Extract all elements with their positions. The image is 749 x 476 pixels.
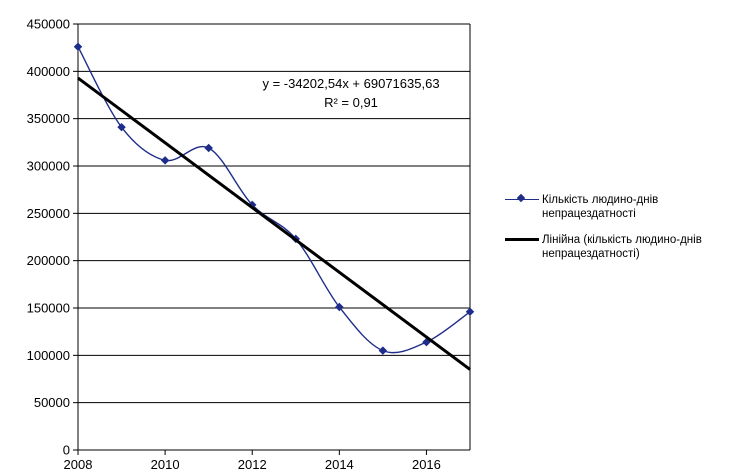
y-axis-tick-labels: 0 50000 100000 150000 200000 250000 300000 3500… (27, 17, 70, 458)
series-line (77, 46, 471, 354)
legend-item-series: Кількість людино-днів непрацездатності (505, 193, 749, 221)
y-tick-label: 250000 (27, 206, 70, 221)
legend: Кількість людино-днів непрацездатності Л… (505, 193, 749, 273)
y-tick-label: 300000 (27, 159, 70, 174)
y-tick-label: 100000 (27, 348, 70, 363)
y-tick-label: 0 (63, 443, 70, 458)
x-tick-label: 2012 (238, 457, 267, 472)
y-tick-label: 150000 (27, 301, 70, 316)
x-axis-tick-labels: 2008 2010 2012 2014 2016 (64, 457, 441, 472)
legend-label-trendline: Лінійна (кількість людино-днів непрацезд… (542, 234, 702, 260)
y-tick-label: 200000 (27, 253, 70, 268)
data-point-marker (160, 156, 170, 165)
data-point-marker (117, 122, 126, 132)
x-tick-label: 2010 (151, 457, 180, 472)
data-point-marker (335, 302, 344, 312)
y-tick-label: 350000 (27, 111, 70, 126)
x-tick-label: 2008 (64, 457, 93, 472)
data-point-marker (73, 42, 83, 51)
data-point-marker (378, 346, 388, 355)
x-tick-label: 2016 (412, 457, 441, 472)
trendline-layer (77, 76, 471, 371)
data-point-marker (204, 143, 213, 153)
equation-label: y = -34202,54x + 69071635,63 (262, 76, 439, 91)
trendline-swatch-icon (505, 238, 539, 241)
data-point-marker (465, 307, 475, 317)
axes (73, 23, 471, 455)
series-swatch-icon (505, 199, 539, 200)
legend-label-series: Кількість людино-днів непрацездатності (542, 194, 659, 220)
y-tick-label: 400000 (27, 64, 70, 79)
x-tick-label: 2014 (325, 457, 354, 472)
r-squared-label: R² = 0,91 (324, 95, 378, 110)
trendline (77, 76, 471, 371)
y-tick-label: 450000 (27, 17, 70, 32)
gridlines (78, 23, 470, 404)
legend-item-trendline: Лінійна (кількість людино-днів непрацезд… (505, 233, 749, 261)
y-tick-label: 50000 (34, 395, 70, 410)
trendline-equation: y = -34202,54x + 69071635,63 R² = 0,91 (262, 76, 439, 110)
